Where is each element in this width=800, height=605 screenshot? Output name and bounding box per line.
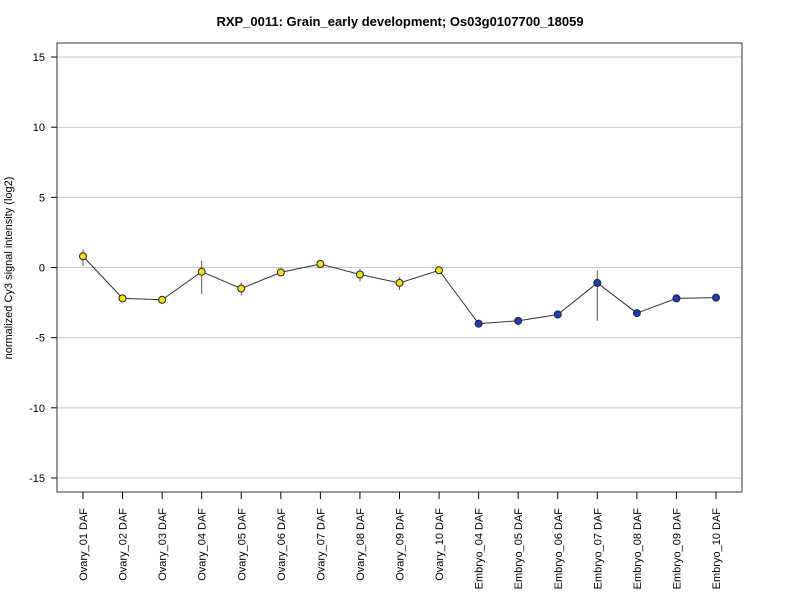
data-point — [355, 270, 364, 279]
y-tick-label: 0 — [39, 263, 45, 275]
data-point — [237, 284, 246, 293]
x-tick-labels: Ovary_01 DAF Ovary_02 DAF Ovary_03 DAF Ovar… — [78, 508, 723, 590]
x-tick-label: Ovary_01 DAF — [78, 508, 90, 581]
x-tick-label: Ovary_03 DAF — [157, 508, 169, 581]
data-point — [395, 278, 404, 287]
data-point — [316, 259, 325, 268]
x-tick-label: Embryo_09 DAF — [671, 508, 683, 590]
x-tick-label: Embryo_06 DAF — [553, 508, 565, 590]
data-point — [435, 266, 444, 275]
x-tick-label: Embryo_10 DAF — [711, 508, 723, 590]
data-point — [514, 316, 523, 325]
data-point — [118, 294, 127, 303]
x-tick-label: Embryo_08 DAF — [632, 508, 644, 590]
data-point — [158, 295, 167, 304]
data-point — [276, 268, 285, 277]
data-point — [197, 267, 206, 276]
x-tick-label: Ovary_02 DAF — [118, 508, 130, 581]
x-tick-label: Embryo_04 DAF — [474, 508, 486, 590]
y-tick-labels: 15 10 5 0 -5 -10 -15 — [29, 52, 45, 485]
data-point — [553, 310, 562, 319]
y-tick-label: -15 — [29, 473, 45, 485]
x-tick-label: Ovary_09 DAF — [395, 508, 407, 581]
y-tick-label: 5 — [39, 192, 45, 204]
gridlines — [57, 56, 742, 479]
x-tick-label: Ovary_05 DAF — [236, 508, 248, 581]
x-tick-label: Embryo_05 DAF — [513, 508, 525, 590]
data-point — [712, 293, 720, 302]
data-points — [79, 252, 720, 328]
x-tick-label: Embryo_07 DAF — [592, 508, 604, 590]
axes — [51, 42, 743, 499]
y-tick-label: -5 — [35, 333, 45, 345]
y-tick-label: 10 — [33, 122, 45, 134]
x-tick-label: Ovary_04 DAF — [197, 508, 209, 581]
x-tick-label: Ovary_10 DAF — [434, 508, 446, 581]
y-tick-label: -10 — [29, 403, 45, 415]
x-tick-label: Ovary_07 DAF — [315, 508, 327, 581]
x-tick-label: Ovary_06 DAF — [276, 508, 288, 581]
chart-title: RXP_0011: Grain_early development; Os03g… — [216, 14, 583, 29]
data-point — [632, 309, 641, 318]
x-tick-label: Ovary_08 DAF — [355, 508, 367, 581]
data-point — [672, 294, 681, 303]
data-point — [593, 278, 602, 287]
y-tick-label: 15 — [33, 52, 45, 64]
data-point — [474, 319, 483, 328]
y-axis-label: normalized Cy3 signal intensity (log2) — [3, 177, 15, 360]
data-point — [79, 252, 87, 261]
